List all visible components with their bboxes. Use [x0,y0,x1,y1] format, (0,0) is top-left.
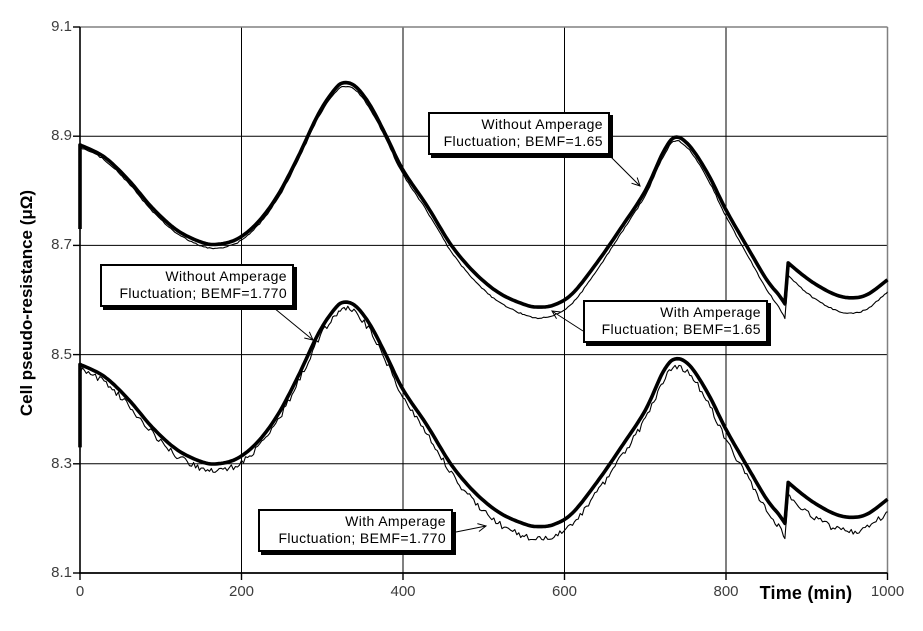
series-line-3 [79,305,888,541]
annotation-text-line: Without Amperage [165,268,287,284]
annotation-text-line: Fluctuation; BEMF=1.65 [601,321,761,337]
annotation-arrow-0 [605,151,641,187]
x-tick-label: 0 [75,583,85,600]
annotation-text-line: With Amperage [345,513,446,529]
x-axis-title: Time (min) [759,583,853,603]
annotation-arrow-1 [551,310,584,332]
annotation-arrow-3 [455,523,488,533]
x-tick-label: 800 [713,583,739,600]
x-tick-label: 200 [228,583,255,600]
annotation-box-1: With Amperage Fluctuation; BEMF=1.65 [583,300,768,343]
annotation-text-line: With Amperage [660,304,761,320]
series-line-2 [78,300,889,529]
x-tick-label: 600 [551,583,578,600]
y-tick-label: 8.9 [51,127,72,145]
annotation-text-line: Fluctuation; BEMF=1.65 [443,133,603,149]
series-line-0 [78,80,889,309]
y-tick-label: 9.1 [51,18,72,35]
annotation-text-line: Without Amperage [481,116,603,132]
y-axis-title: Cell pseudo-resistance (μΩ) [17,189,36,417]
x-tick-label: 1000 [870,583,905,600]
y-tick-label: 8.1 [51,564,72,581]
y-tick-label: 8.3 [51,454,72,472]
annotation-text-line: Fluctuation; BEMF=1.770 [278,530,446,546]
annotation-box-3: With Amperage Fluctuation; BEMF=1.770 [258,509,453,552]
annotation-text-line: Fluctuation; BEMF=1.770 [119,285,287,301]
annotation-box-2: Without Amperage Fluctuation; BEMF=1.770 [100,264,294,307]
y-tick-label: 8.7 [51,236,72,254]
y-tick-label: 8.5 [51,345,72,363]
x-tick-label: 400 [390,583,416,600]
annotation-arrow-2 [273,307,314,341]
series-line-1 [79,85,888,320]
annotation-box-0: Without Amperage Fluctuation; BEMF=1.65 [428,112,610,155]
